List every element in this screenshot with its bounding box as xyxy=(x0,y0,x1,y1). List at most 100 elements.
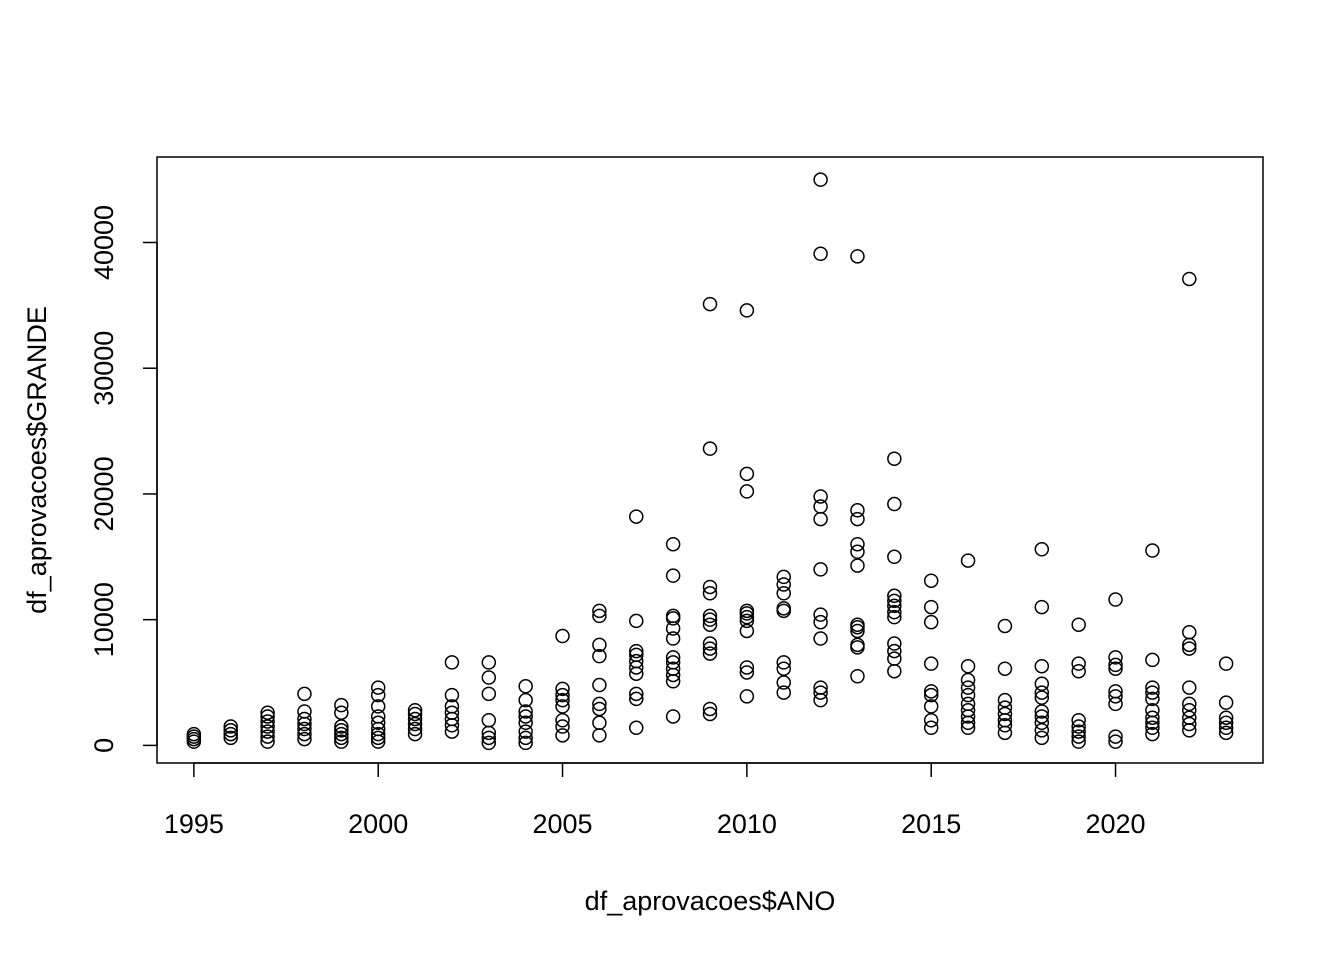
data-point xyxy=(850,623,865,639)
data-point xyxy=(776,586,791,601)
data-point xyxy=(1218,725,1234,741)
data-point xyxy=(592,701,607,717)
data-point xyxy=(334,734,349,749)
data-point xyxy=(739,613,755,629)
data-point xyxy=(813,614,828,630)
data-point xyxy=(1071,656,1086,671)
data-point xyxy=(887,496,902,512)
data-point xyxy=(776,655,791,670)
data-point xyxy=(407,706,423,722)
data-point xyxy=(555,713,570,728)
data-point xyxy=(702,641,718,656)
data-point xyxy=(592,677,607,693)
data-point xyxy=(481,735,497,751)
data-point xyxy=(629,509,644,524)
data-point xyxy=(702,586,718,601)
data-point xyxy=(1145,543,1160,558)
data-point xyxy=(739,660,755,675)
data-point xyxy=(665,631,681,646)
data-point xyxy=(518,709,533,724)
data-point xyxy=(1034,676,1050,692)
data-point xyxy=(334,726,349,742)
data-point xyxy=(850,617,865,632)
data-point xyxy=(629,686,644,702)
data-point xyxy=(702,296,718,312)
data-point xyxy=(850,511,865,527)
data-point xyxy=(555,687,570,703)
data-point xyxy=(997,661,1013,676)
data-point xyxy=(923,687,939,703)
data-point xyxy=(1034,599,1050,615)
y-tick-label: 40000 xyxy=(89,205,119,280)
x-tick-label: 2005 xyxy=(532,809,592,839)
data-point xyxy=(813,246,828,262)
data-point xyxy=(370,687,386,703)
data-point xyxy=(665,655,681,670)
data-point xyxy=(997,692,1013,708)
x-tick-label: 2010 xyxy=(717,809,777,839)
data-point xyxy=(481,686,497,702)
data-point xyxy=(887,549,902,565)
data-point xyxy=(1218,656,1234,671)
data-point xyxy=(260,729,275,744)
data-point xyxy=(1034,690,1050,705)
data-point xyxy=(960,720,976,736)
data-point xyxy=(592,728,607,743)
data-point xyxy=(1071,713,1086,728)
data-point xyxy=(370,699,386,714)
data-point xyxy=(776,601,791,616)
data-point xyxy=(960,658,976,674)
data-point xyxy=(1145,691,1160,707)
data-point xyxy=(555,681,570,697)
data-point xyxy=(1218,695,1234,710)
data-point xyxy=(997,706,1013,722)
data-point xyxy=(223,730,238,746)
x-tick-label: 2020 xyxy=(1085,809,1145,839)
data-point xyxy=(297,711,312,727)
data-point xyxy=(776,569,791,585)
data-point xyxy=(1034,542,1050,557)
data-point xyxy=(1182,716,1197,732)
data-point xyxy=(887,636,902,651)
data-point xyxy=(407,702,423,718)
data-point xyxy=(1071,724,1086,739)
data-point xyxy=(739,484,755,499)
data-point xyxy=(887,598,902,614)
data-point xyxy=(481,655,497,670)
data-point xyxy=(850,503,865,518)
data-point xyxy=(960,702,976,718)
data-point xyxy=(370,715,386,731)
data-point xyxy=(923,684,939,699)
y-axis: 0 10000 20000 30000 40000 xyxy=(89,205,158,753)
data-point xyxy=(297,726,312,742)
data-point xyxy=(960,672,976,688)
data-point xyxy=(555,692,570,708)
data-point xyxy=(702,646,718,661)
data-point xyxy=(776,675,791,690)
data-point xyxy=(260,719,275,734)
data-point xyxy=(370,680,386,695)
data-point xyxy=(813,631,828,646)
data-point xyxy=(1182,710,1197,725)
data-point xyxy=(1108,689,1123,704)
data-point xyxy=(813,607,828,622)
data-point xyxy=(407,711,423,727)
data-point xyxy=(776,661,791,676)
data-point xyxy=(223,726,238,742)
data-point xyxy=(887,651,902,666)
data-point xyxy=(923,614,939,630)
data-point xyxy=(813,692,828,708)
data-point xyxy=(997,700,1013,715)
data-point xyxy=(1034,723,1050,738)
data-point xyxy=(923,699,939,714)
data-point xyxy=(850,536,865,552)
data-point xyxy=(923,573,939,588)
data-point xyxy=(850,249,865,264)
data-point xyxy=(407,721,423,737)
data-point xyxy=(370,709,386,724)
data-point xyxy=(1071,719,1086,734)
data-point xyxy=(665,608,681,624)
data-point xyxy=(592,696,607,712)
data-point xyxy=(444,655,460,670)
data-point xyxy=(776,685,791,700)
